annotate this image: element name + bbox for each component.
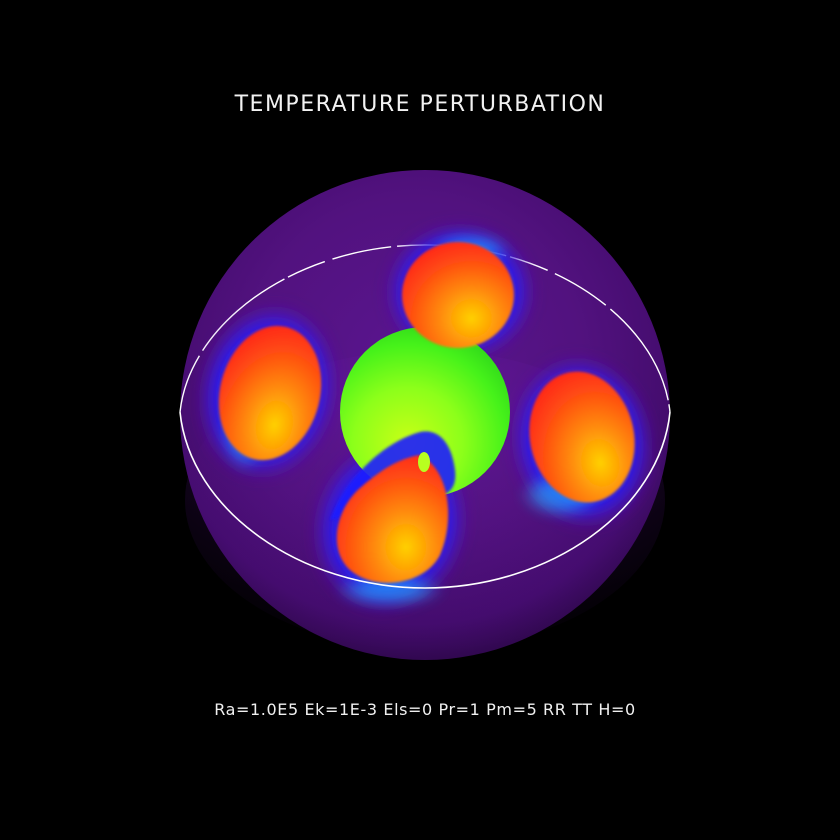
hot-plume bbox=[218, 325, 322, 461]
hot-plume bbox=[402, 242, 514, 348]
figure-title: TEMPERATURE PERTURBATION bbox=[234, 92, 606, 117]
equator-ring-front bbox=[179, 411, 671, 589]
core-glint bbox=[418, 452, 430, 472]
hot-plume bbox=[529, 371, 635, 503]
hot-plume bbox=[336, 455, 449, 583]
parameter-caption: Ra=1.0E5 Ek=1E-3 Els=0 Pr=1 Pm=5 RR TT H… bbox=[214, 700, 636, 719]
